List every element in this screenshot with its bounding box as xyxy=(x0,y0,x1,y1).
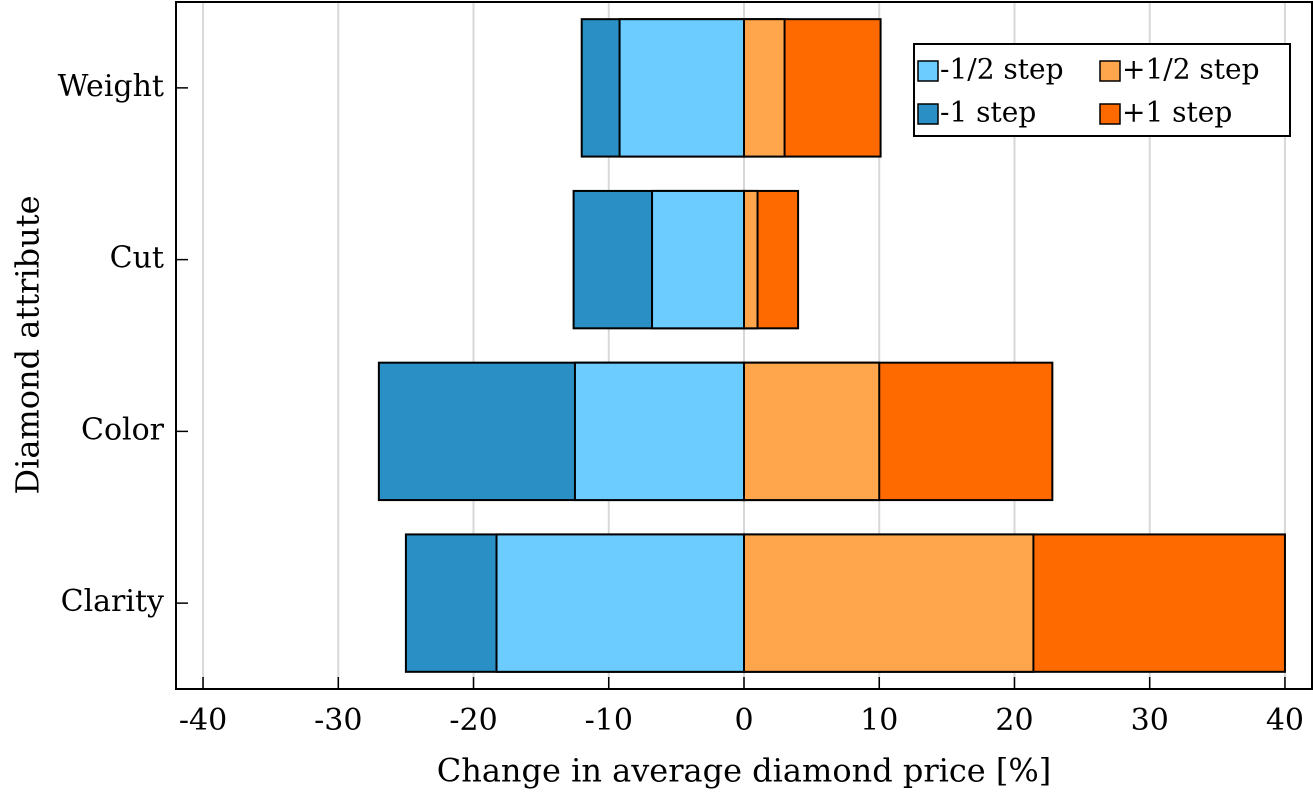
legend-swatch xyxy=(1099,103,1121,125)
x-tick-label: 20 xyxy=(995,703,1033,738)
bar xyxy=(573,361,746,502)
x-tick-label: -40 xyxy=(179,703,227,738)
bar xyxy=(743,189,759,330)
plot-frame xyxy=(175,1,1313,690)
legend-swatch xyxy=(917,103,939,125)
legend-label: -1 step xyxy=(940,96,1036,129)
x-tick-label: 40 xyxy=(1266,703,1304,738)
y-tick-label: Weight xyxy=(58,69,164,104)
legend-label: +1/2 step xyxy=(1122,53,1260,86)
y-axis-label: Diamond attribute xyxy=(9,195,47,494)
y-tick-label: Color xyxy=(81,412,165,447)
legend-swatch xyxy=(1099,60,1121,82)
bar xyxy=(743,533,1035,673)
legend-label: +1 step xyxy=(1122,96,1232,129)
x-tick-label: -30 xyxy=(314,703,362,738)
legend-swatch xyxy=(917,60,939,82)
bar xyxy=(651,189,745,330)
x-tick-label: 0 xyxy=(734,703,753,738)
bar xyxy=(743,18,786,158)
bar xyxy=(743,361,881,502)
bar xyxy=(495,533,745,673)
x-tick-label: -20 xyxy=(449,703,497,738)
x-tick-label: 30 xyxy=(1131,703,1169,738)
x-tick-label: -10 xyxy=(585,703,633,738)
y-tick-label: Cut xyxy=(110,241,164,276)
bar xyxy=(618,18,745,158)
x-axis-label: Change in average diamond price [%] xyxy=(437,752,1052,790)
x-tick-label: 10 xyxy=(860,703,898,738)
legend-label: -1/2 step xyxy=(940,53,1064,86)
y-tick-label: Clarity xyxy=(61,584,164,619)
